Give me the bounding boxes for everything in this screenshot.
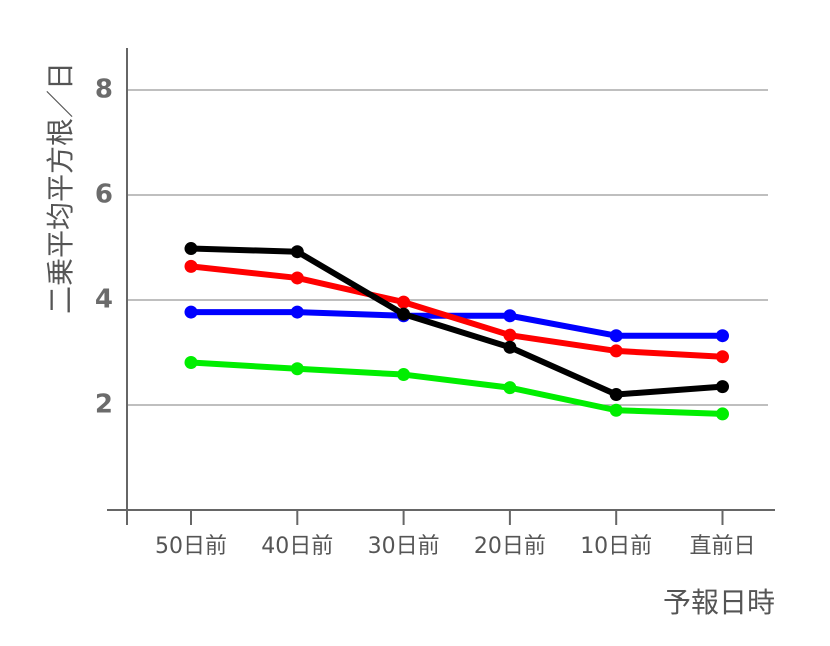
series-line-1 [184, 355, 729, 421]
x-axis-title: 予報日時 [663, 586, 775, 619]
data-point [397, 307, 411, 321]
data-point [503, 328, 517, 342]
data-point [716, 329, 729, 343]
x-tick-label: 直前日 [689, 534, 755, 559]
series-path [188, 245, 726, 398]
data-point [290, 245, 304, 259]
data-point [397, 368, 411, 382]
y-tick-label: 4 [95, 285, 113, 315]
y-tick-label: 8 [95, 75, 113, 105]
series-path [188, 359, 726, 417]
y-axis-title: 二乗平均平方根／日 [44, 62, 77, 314]
data-point [503, 309, 517, 323]
x-tick-label: 10日前 [580, 534, 652, 559]
data-point [609, 329, 623, 343]
data-point [716, 350, 729, 364]
data-point [609, 344, 623, 358]
x-tick-label: 30日前 [368, 534, 440, 559]
data-point [503, 340, 517, 354]
data-point [184, 242, 198, 256]
x-tick-label: 40日前 [261, 534, 333, 559]
data-point [290, 362, 304, 376]
data-point [184, 355, 198, 369]
data-point [184, 305, 198, 319]
gridlines [128, 89, 768, 406]
series-line-3 [184, 242, 729, 401]
series [184, 242, 729, 421]
data-point [290, 271, 304, 285]
data-point [716, 380, 729, 394]
data-point [290, 305, 304, 319]
data-point [609, 403, 623, 417]
y-tick-label: 6 [95, 180, 113, 210]
y-tick-labels: 2 4 6 8 [95, 75, 113, 420]
data-point [609, 388, 623, 401]
series-line-0 [184, 305, 729, 343]
data-point [716, 407, 729, 421]
x-tick-label: 50日前 [155, 534, 227, 559]
series-path [188, 263, 726, 360]
series-line-2 [184, 259, 729, 364]
x-tick-labels: 50日前 40日前 30日前 20日前 10日前 直前日 [155, 534, 756, 559]
x-tick-label: 20日前 [474, 534, 546, 559]
data-point [184, 259, 198, 273]
data-point [503, 381, 517, 395]
y-tick-label: 2 [95, 390, 113, 420]
data-point [397, 295, 411, 309]
axes [107, 48, 775, 525]
